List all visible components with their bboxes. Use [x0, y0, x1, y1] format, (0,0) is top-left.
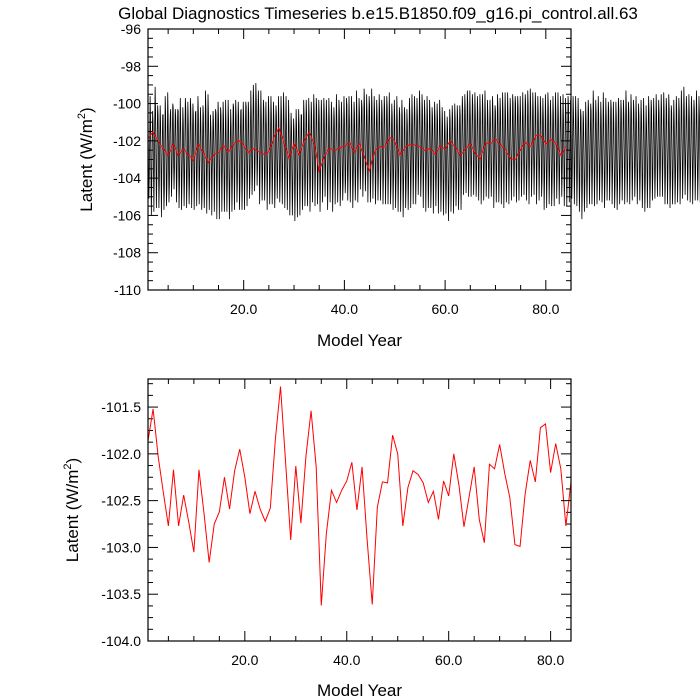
y-tick-label: -104.0 [101, 633, 141, 649]
x-tick-label: 80.0 [532, 301, 559, 317]
x-tick-label: 20.0 [230, 301, 257, 317]
y-axis-label: Latent (W/m2) [76, 107, 96, 211]
x-tick-label: 60.0 [435, 652, 462, 668]
x-tick-label: 20.0 [231, 652, 258, 668]
plot-frame [147, 378, 572, 642]
y-tick-label: -103.5 [101, 586, 141, 602]
x-tick-label: 60.0 [431, 301, 458, 317]
y-tick-label: -98 [121, 58, 141, 74]
series-line-2 [147, 126, 567, 174]
y-tick-label: -106 [113, 207, 141, 223]
x-tick-label: 40.0 [333, 652, 360, 668]
y-tick-label: -102 [113, 133, 141, 149]
x-tick-label: 40.0 [331, 301, 358, 317]
chart-panel-2: 20.0 40.0 60.0 80.0 -104.0 -103.5 -103.0 -102.5… [62, 378, 572, 700]
y-tick-label: -108 [113, 245, 141, 261]
x-axis-label: Model Year [317, 331, 402, 350]
x-tick-label: 80.0 [537, 652, 564, 668]
chart-panel-1: 20.0 40.0 60.0 80.0 -110 -108 -106 -104 -102 -100… [76, 21, 700, 350]
chart-title: Global Diagnostics Timeseries b.e15.B185… [118, 4, 638, 23]
series-line-1 [147, 83, 700, 222]
y-tick-label: -96 [121, 21, 141, 37]
x-axis-label: Model Year [317, 681, 402, 700]
y-tick-label: -102.5 [101, 493, 141, 509]
y-axis-label: Latent (W/m2) [62, 458, 82, 562]
series-line-1 [147, 386, 572, 606]
y-tick-label: -101.5 [101, 399, 141, 415]
y-tick-label: -103.0 [101, 539, 141, 555]
y-tick-label: -102.0 [101, 446, 141, 462]
y-tick-label: -110 [114, 282, 141, 298]
y-tick-label: -104 [113, 170, 141, 186]
plot-frame [147, 28, 572, 291]
y-tick-label: -100 [113, 96, 141, 112]
